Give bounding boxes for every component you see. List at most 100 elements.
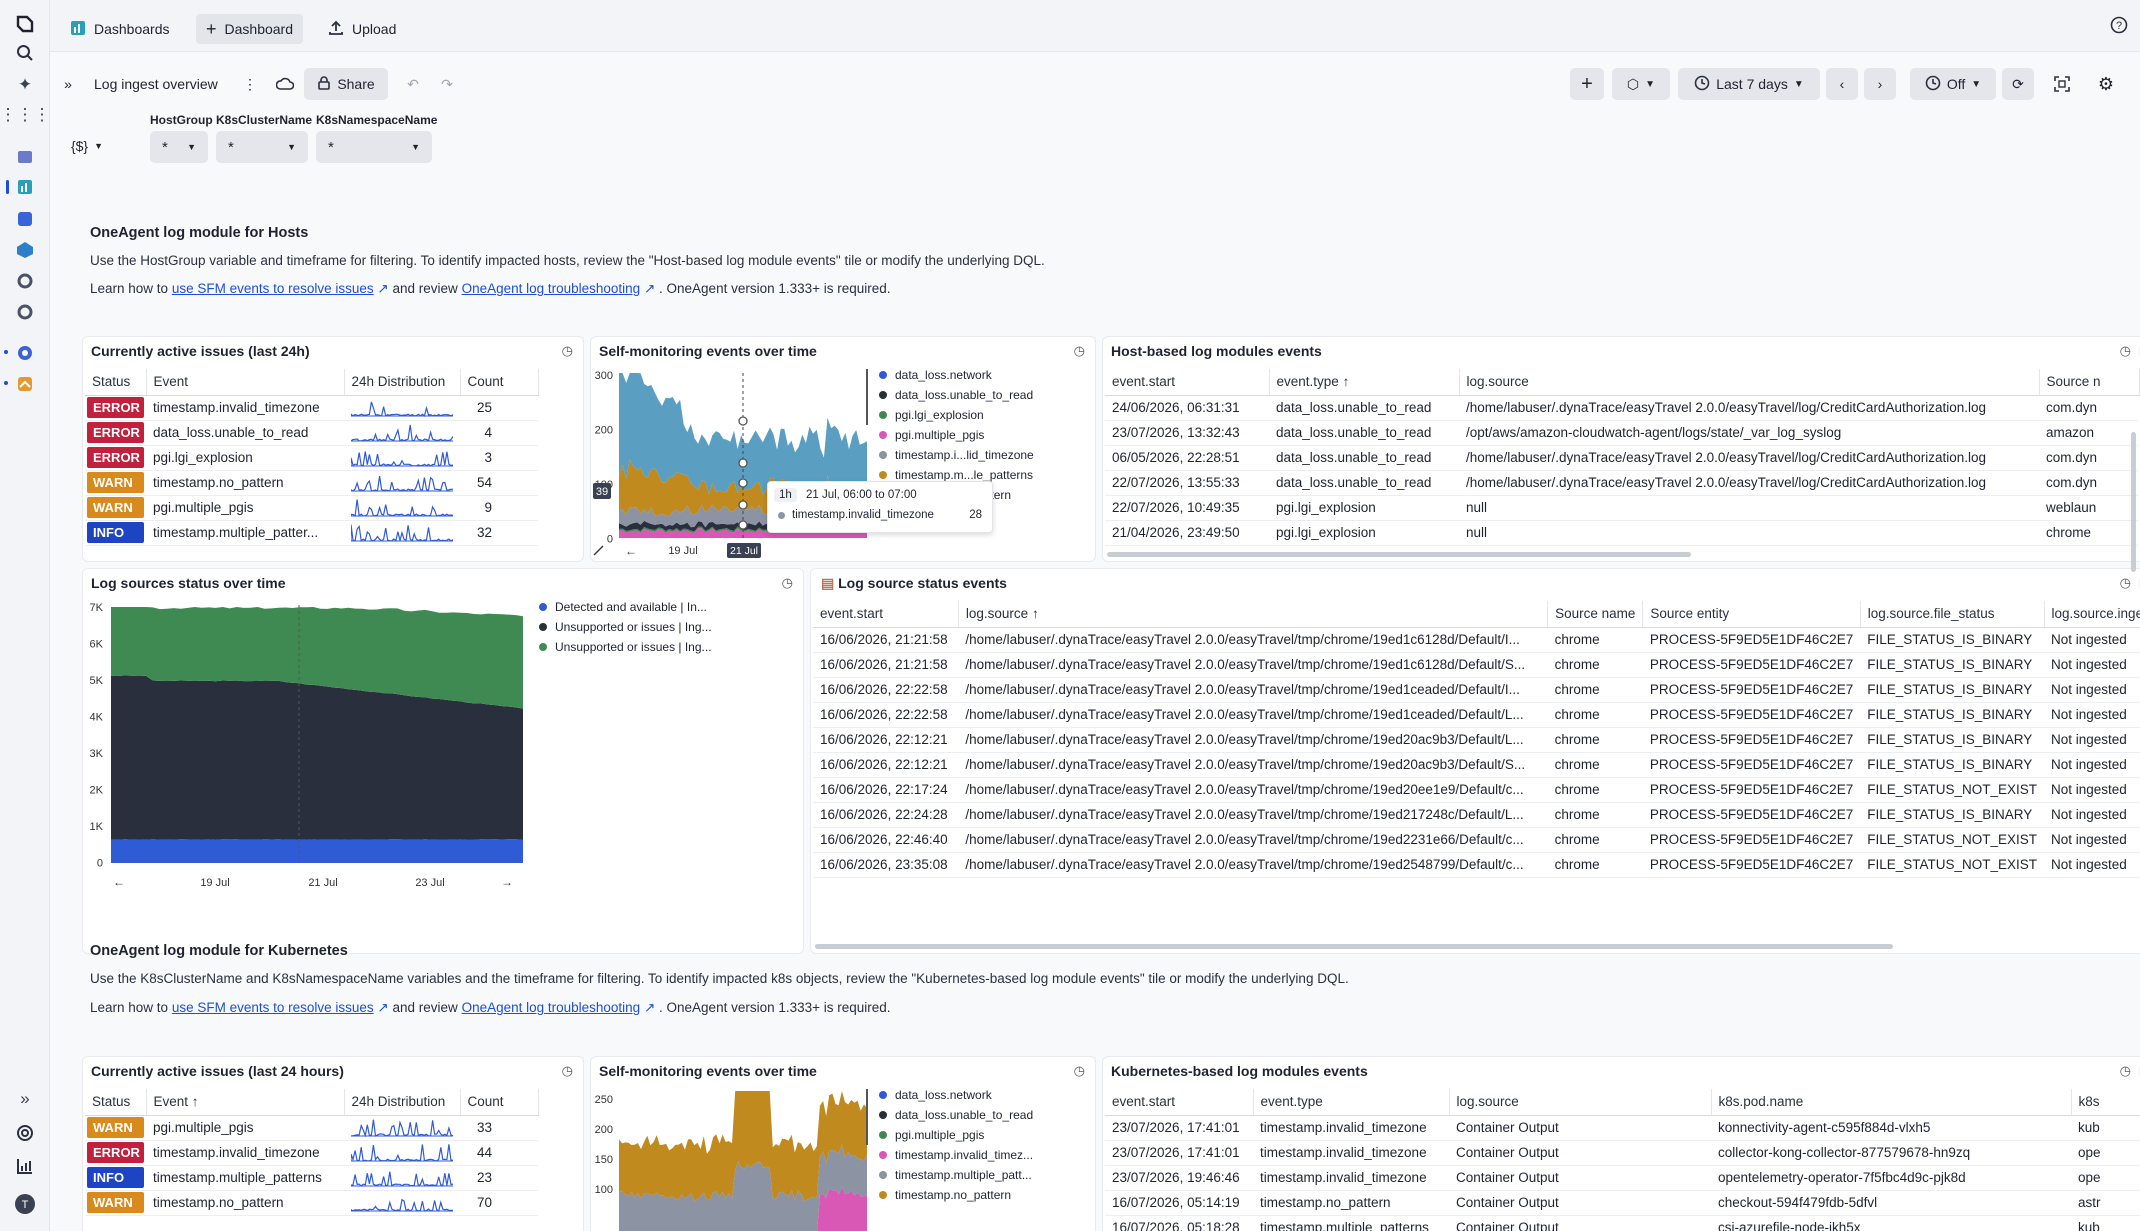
timeframe-clock-icon[interactable]: ◷ bbox=[1073, 343, 1085, 358]
col-pod-name[interactable]: k8s.pod.name bbox=[1711, 1089, 2072, 1116]
variables-menu[interactable]: {$} ▼ bbox=[64, 130, 110, 162]
legend-item[interactable]: Unsupported or issues | Ing... bbox=[539, 637, 712, 657]
document-icon[interactable]: ▤ bbox=[2139, 343, 2140, 359]
table-row[interactable]: WARN timestamp.no_pattern 54 bbox=[85, 470, 538, 496]
table-row[interactable]: ERROR data_loss.unable_to_read 4 bbox=[85, 420, 538, 446]
help-lifebuoy-icon[interactable] bbox=[12, 1120, 38, 1146]
legend-item[interactable]: timestamp.multiple_patt... bbox=[879, 1165, 1033, 1185]
legend-item[interactable]: data_loss.network bbox=[879, 1085, 1033, 1105]
troubleshooting-link[interactable]: OneAgent log troubleshooting bbox=[461, 1000, 641, 1015]
tab-dashboard[interactable]: + Dashboard bbox=[196, 14, 304, 44]
col-source-entity[interactable]: Source entity bbox=[1642, 601, 1861, 628]
legend-item[interactable]: data_loss.network bbox=[879, 365, 1034, 385]
legend-item[interactable]: timestamp.m...le_patterns bbox=[879, 465, 1034, 485]
undo-icon[interactable]: ↶ bbox=[407, 75, 419, 92]
col-event[interactable]: Event ↑ bbox=[146, 1089, 345, 1116]
table-row[interactable]: 16/06/2026, 22:12:21/home/labuser/.dynaT… bbox=[813, 727, 2140, 753]
table-row[interactable]: 16/06/2026, 22:24:28/home/labuser/.dynaT… bbox=[813, 802, 2140, 828]
dashboards-app-icon[interactable] bbox=[12, 174, 38, 200]
sfm-events-link[interactable]: use SFM events to resolve issues bbox=[171, 281, 374, 296]
table-row[interactable]: 16/06/2026, 22:17:24/home/labuser/.dynaT… bbox=[813, 777, 2140, 803]
table-row[interactable]: 16/07/2026, 05:18:28 timestamp.multiple_p… bbox=[1105, 1215, 2140, 1231]
legend-item[interactable]: timestamp.i...lid_timezone bbox=[879, 445, 1034, 465]
auto-refresh-selector[interactable]: Off ▼ bbox=[1910, 68, 1996, 100]
table-row[interactable]: 16/06/2026, 22:22:58/home/labuser/.dynaT… bbox=[813, 677, 2140, 703]
document-icon[interactable]: ▤ bbox=[2139, 1063, 2140, 1079]
table-row[interactable]: 23/07/2026, 17:41:01 timestamp.invalid_ti… bbox=[1105, 1115, 2140, 1141]
col-log-source[interactable]: log.source bbox=[1459, 369, 2040, 396]
legend-item[interactable]: Unsupported or issues | Ing... bbox=[539, 617, 712, 637]
table-row[interactable]: 21/04/2026, 23:49:50 pgi.lgi_explosion nul… bbox=[1105, 520, 2139, 546]
col-file-status[interactable]: log.source.file_status bbox=[1860, 601, 2045, 628]
col-event-start[interactable]: event.start bbox=[1105, 1089, 1254, 1116]
table-row[interactable]: ERROR timestamp.invalid_timezone 44 bbox=[85, 1140, 538, 1166]
table-row[interactable]: 16/06/2026, 22:46:40/home/labuser/.dynaT… bbox=[813, 827, 2140, 853]
col-ingest[interactable]: log.source.inge bbox=[2044, 601, 2140, 628]
timeframe-clock-icon[interactable]: ◷ bbox=[2119, 1063, 2131, 1078]
apps-grid-icon[interactable]: ⋮⋮⋮ bbox=[0, 105, 51, 124]
table-row[interactable]: 22/07/2026, 10:49:35 pgi.lgi_explosion nul… bbox=[1105, 495, 2139, 521]
col-event-type[interactable]: event.type ↑ bbox=[1269, 369, 1460, 396]
col-log-source[interactable]: log.source bbox=[1449, 1089, 1712, 1116]
legend-item[interactable]: pgi.multiple_pgis bbox=[879, 425, 1034, 445]
legend-item[interactable]: Detected and available | In... bbox=[539, 597, 712, 617]
search-icon[interactable] bbox=[12, 40, 38, 66]
col-event[interactable]: Event bbox=[146, 369, 345, 396]
table-row[interactable]: 23/07/2026, 19:46:46 timestamp.invalid_ti… bbox=[1105, 1165, 2140, 1191]
var-select-k8snamespace[interactable]: * ▼ bbox=[316, 131, 432, 163]
timeframe-clock-icon[interactable]: ◷ bbox=[2119, 575, 2131, 590]
help-icon[interactable]: ? bbox=[2110, 16, 2128, 37]
usage-chart-icon[interactable] bbox=[12, 1153, 38, 1179]
troubleshooting-link[interactable]: OneAgent log troubleshooting bbox=[461, 281, 641, 296]
col-count[interactable]: Count bbox=[460, 1089, 539, 1116]
expand-sidebar-icon[interactable]: » bbox=[20, 1089, 30, 1108]
dynatrace-logo-icon[interactable] bbox=[12, 11, 38, 37]
table-row[interactable]: 24/06/2026, 06:31:31 data_loss.unable_to_… bbox=[1105, 395, 2139, 421]
share-button[interactable]: Share bbox=[304, 68, 388, 100]
sfm-k8s-chart[interactable]: 250 200 150 100 bbox=[591, 1085, 881, 1231]
col-distribution[interactable]: 24h Distribution bbox=[344, 1089, 461, 1116]
table-row[interactable]: 16/06/2026, 22:12:21/home/labuser/.dynaT… bbox=[813, 752, 2140, 778]
settings-gear-icon[interactable]: ⚙ bbox=[2097, 73, 2115, 94]
log-status-chart[interactable]: 7K 6K 5K 4K 3K 2K 1K 0 19 Jul 21 Jul 23 Jul ← → bbox=[83, 597, 523, 949]
document-icon[interactable]: ▤ bbox=[2139, 575, 2140, 591]
cloud-sync-icon[interactable] bbox=[270, 68, 300, 100]
horizontal-scrollbar[interactable] bbox=[815, 944, 1893, 949]
page-scrollbar[interactable] bbox=[2131, 432, 2136, 572]
expand-panel-icon[interactable]: » bbox=[64, 76, 72, 92]
col-log-source[interactable]: log.source ↑ bbox=[958, 601, 1549, 628]
table-row[interactable]: 16/06/2026, 21:21:58/home/labuser/.dynaT… bbox=[813, 627, 2140, 653]
ai-sparkle-icon[interactable]: ✦ bbox=[17, 75, 33, 94]
next-timeframe-button[interactable]: › bbox=[1864, 68, 1896, 100]
settings-app-icon[interactable] bbox=[12, 268, 38, 294]
settings-app-icon-2[interactable] bbox=[12, 299, 38, 325]
table-row[interactable]: INFO timestamp.multiple_patter... 32 bbox=[85, 520, 538, 546]
table-row[interactable]: 06/05/2026, 22:28:51 data_loss.unable_to_… bbox=[1105, 445, 2139, 471]
timeframe-selector[interactable]: Last 7 days ▼ bbox=[1678, 68, 1820, 100]
timeframe-clock-icon[interactable]: ◷ bbox=[1073, 1063, 1085, 1078]
col-count[interactable]: Count bbox=[460, 369, 539, 396]
table-row[interactable]: 22/07/2026, 13:55:33 data_loss.unable_to_… bbox=[1105, 470, 2139, 496]
app-icon-5[interactable] bbox=[12, 340, 38, 366]
col-status[interactable]: Status bbox=[85, 1089, 147, 1116]
legend-item[interactable]: pgi.lgi_explosion bbox=[879, 405, 1034, 425]
more-menu-icon[interactable]: ⋮ bbox=[243, 75, 257, 92]
fullscreen-icon[interactable] bbox=[2046, 68, 2078, 100]
col-k8s[interactable]: k8s bbox=[2071, 1089, 2140, 1116]
refresh-icon[interactable]: ⟳ bbox=[2002, 68, 2034, 100]
tab-upload[interactable]: Upload bbox=[318, 14, 406, 44]
table-row[interactable]: ERROR pgi.lgi_explosion 3 bbox=[85, 445, 538, 471]
table-row[interactable]: 16/06/2026, 22:22:58/home/labuser/.dynaT… bbox=[813, 702, 2140, 728]
table-row[interactable]: 16/07/2026, 05:14:19 timestamp.no_pattern… bbox=[1105, 1190, 2140, 1216]
timeframe-clock-icon[interactable]: ◷ bbox=[561, 1063, 573, 1078]
app-icon-1[interactable] bbox=[12, 144, 38, 170]
previous-timeframe-button[interactable]: ‹ bbox=[1826, 68, 1858, 100]
table-row[interactable]: 23/07/2026, 13:32:43 data_loss.unable_to_… bbox=[1105, 420, 2139, 446]
segments-button[interactable]: ⬡ ▼ bbox=[1612, 68, 1670, 100]
table-row[interactable]: 23/07/2026, 17:41:01 timestamp.invalid_ti… bbox=[1105, 1140, 2140, 1166]
app-icon-6[interactable] bbox=[12, 371, 38, 397]
col-source-name[interactable]: Source n bbox=[2039, 369, 2140, 396]
redo-icon[interactable]: ↷ bbox=[441, 75, 453, 92]
add-tile-button[interactable]: + bbox=[1570, 68, 1604, 100]
table-row[interactable]: 16/06/2026, 23:35:08/home/labuser/.dynaT… bbox=[813, 852, 2140, 878]
